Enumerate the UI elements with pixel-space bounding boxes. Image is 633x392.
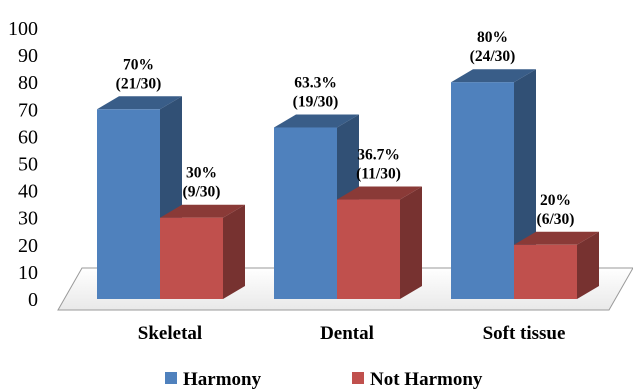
- y-tick-label: 70: [18, 99, 38, 121]
- data-label: 80%: [477, 29, 508, 46]
- bar-side-face: [577, 231, 599, 299]
- data-label: 30%: [186, 165, 217, 182]
- bar-top-face: [451, 69, 536, 83]
- category-label: Soft tissue: [483, 323, 566, 344]
- bar-not-harmony-dental: [337, 186, 422, 299]
- data-label: (19/30): [293, 93, 339, 110]
- bar-top-face: [514, 231, 599, 245]
- bar-front-face: [337, 199, 400, 299]
- bar-harmony-soft-tissue: [451, 69, 536, 299]
- data-label: (9/30): [183, 184, 221, 201]
- legend-label: Harmony: [183, 369, 262, 390]
- bar-front-face: [274, 127, 337, 299]
- data-label: (11/30): [356, 166, 401, 183]
- bar-harmony-skeletal: [97, 96, 182, 299]
- bar-not-harmony-soft-tissue: [514, 231, 599, 299]
- bar-top-face: [160, 204, 245, 218]
- y-tick-label: 80: [18, 72, 38, 94]
- y-tick-label: 0: [28, 289, 38, 311]
- y-tick-label: 100: [8, 18, 38, 40]
- legend-item: Not Harmony: [352, 369, 483, 390]
- bar-top-face: [274, 114, 359, 128]
- legend-swatch: [352, 372, 364, 384]
- data-label: 36.7%: [357, 147, 400, 164]
- y-tick-label: 90: [18, 45, 38, 67]
- data-label: (24/30): [470, 48, 516, 65]
- bar-top-face: [337, 186, 422, 200]
- bar-front-face: [451, 82, 514, 299]
- bar-harmony-dental: [274, 114, 359, 299]
- bar-front-face: [514, 244, 577, 299]
- legend-label: Not Harmony: [370, 369, 483, 390]
- bar-side-face: [223, 204, 245, 299]
- legend-swatch: [165, 372, 177, 384]
- y-tick-label: 30: [18, 208, 38, 230]
- y-tick-label: 40: [18, 181, 38, 203]
- bar-front-face: [160, 217, 223, 299]
- data-label: 20%: [540, 192, 571, 209]
- data-label: 70%: [123, 56, 154, 73]
- bar-not-harmony-skeletal: [160, 204, 245, 299]
- data-label: (21/30): [116, 75, 162, 92]
- category-label: Dental: [320, 323, 374, 344]
- y-tick-label: 60: [18, 126, 38, 148]
- y-tick-label: 20: [18, 235, 38, 257]
- data-label: 63.3%: [294, 74, 337, 91]
- bar-front-face: [97, 109, 160, 299]
- legend-item: Harmony: [165, 369, 262, 390]
- data-label: (6/30): [537, 211, 575, 228]
- y-tick-label: 50: [18, 154, 38, 176]
- bar-top-face: [97, 96, 182, 110]
- bar-side-face: [400, 186, 422, 299]
- category-label: Skeletal: [138, 323, 202, 344]
- y-tick-label: 10: [18, 262, 38, 284]
